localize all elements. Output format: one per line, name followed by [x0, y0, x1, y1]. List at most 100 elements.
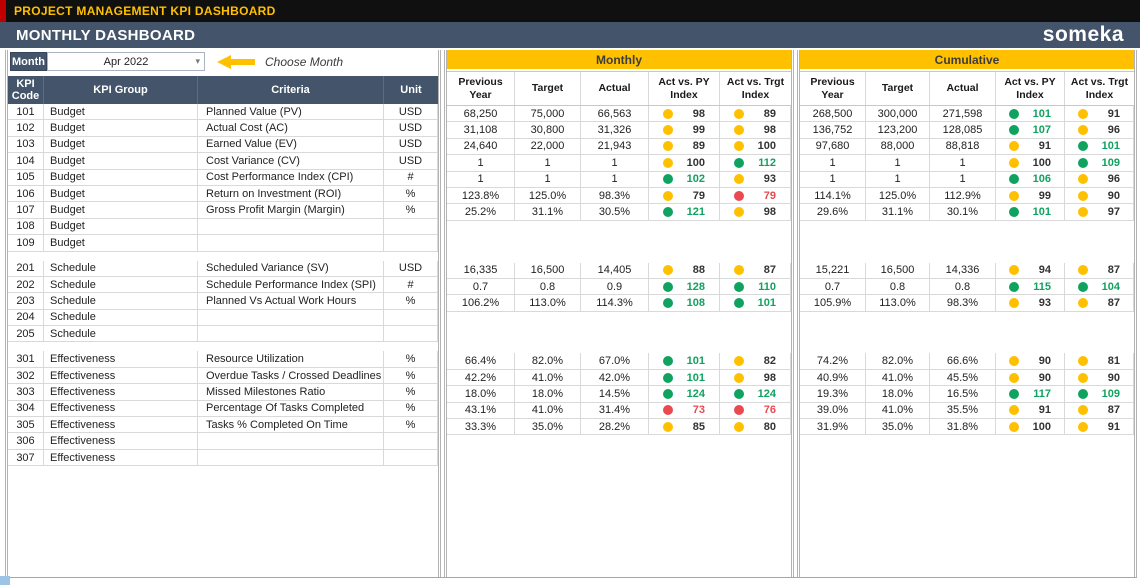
act-vs-trgt-index-cell: 91 [1065, 419, 1134, 436]
previous-year-cell: 19.3% [800, 386, 866, 403]
actual-cell: 30.1% [930, 204, 996, 221]
empty-row [447, 435, 791, 451]
actual-cell: 21,943 [581, 138, 649, 156]
act-vs-py-index-cell: 101 [996, 204, 1065, 221]
header-previous-year: Previous Year [800, 72, 866, 105]
status-dot-green [1009, 125, 1019, 136]
month-dropdown[interactable]: Apr 2022 ▾ [47, 52, 205, 71]
previous-year-cell: 31.9% [800, 419, 866, 436]
table-row: 39.0% 41.0% 35.5% 91 87 [800, 402, 1134, 420]
act-vs-trgt-index-cell: 80 [720, 419, 791, 436]
table-row: 102 Budget Actual Cost (AC) USD [8, 120, 438, 137]
act-vs-trgt-index-cell: 93 [720, 171, 791, 188]
index-value: 79 [763, 189, 776, 202]
criteria-cell: Overdue Tasks / Crossed Deadlines [198, 367, 384, 385]
index-value: 91 [1107, 107, 1120, 120]
status-dot-yellow [1078, 207, 1088, 218]
table-row: 306 Effectiveness [8, 433, 438, 450]
empty-row [800, 237, 1134, 253]
table-row: 1 1 1 102 93 [447, 171, 791, 188]
previous-year-cell: 43.1% [447, 402, 515, 420]
status-dot-yellow [663, 265, 673, 276]
table-row: 123.8% 125.0% 98.3% 79 79 [447, 187, 791, 205]
header-act-vs-trgt-index: Act vs. Trgt Index [1070, 76, 1129, 101]
act-vs-trgt-index-cell: 87 [1065, 402, 1134, 420]
criteria-cell: Return on Investment (ROI) [198, 185, 384, 203]
target-cell: 75,000 [515, 106, 581, 123]
status-dot-yellow [1009, 141, 1019, 152]
kpi-group-cell: Budget [44, 104, 198, 121]
empty-row [447, 221, 791, 237]
status-dot-yellow [734, 372, 744, 383]
index-value: 106 [1032, 173, 1051, 186]
status-dot-yellow [1078, 125, 1088, 136]
criteria-cell: Planned Vs Actual Work Hours [198, 293, 384, 310]
header-previous-year: Previous Year [447, 72, 515, 105]
index-value: 99 [1038, 189, 1051, 202]
status-dot-yellow [1078, 265, 1088, 276]
sheet-bottom-border [5, 577, 1137, 578]
unit-cell [384, 449, 438, 467]
header-act-vs-py-index: Act vs. PY Index [649, 72, 720, 105]
kpi-group-cell: Effectiveness [44, 367, 198, 385]
target-cell: 125.0% [866, 187, 930, 205]
unit-cell: % [384, 384, 438, 401]
actual-cell: 88,818 [930, 138, 996, 156]
act-vs-trgt-index-cell: 82 [720, 353, 791, 370]
act-vs-py-index-cell: 100 [996, 155, 1065, 172]
criteria-cell: Cost Variance (CV) [198, 153, 384, 170]
act-vs-py-index-cell: 100 [996, 419, 1065, 436]
status-dot-green [663, 372, 673, 383]
status-dot-green [1078, 388, 1088, 399]
actual-cell: 112.9% [930, 187, 996, 205]
act-vs-py-index-cell: 106 [996, 171, 1065, 188]
act-vs-py-index-cell: 101 [649, 353, 720, 370]
table-row: 29.6% 31.1% 30.1% 101 97 [800, 204, 1134, 221]
act-vs-trgt-index-cell: 90 [1065, 187, 1134, 205]
table-row: 104 Budget Cost Variance (CV) USD [8, 153, 438, 170]
index-value: 82 [763, 355, 776, 368]
status-dot-green [1078, 141, 1088, 152]
index-value: 128 [686, 280, 705, 293]
header-criteria: Criteria [198, 76, 384, 104]
status-dot-yellow [734, 421, 744, 432]
act-vs-py-index-cell: 88 [649, 262, 720, 279]
spacer-row [8, 342, 438, 351]
target-cell: 300,000 [866, 106, 930, 123]
table-row: 16,335 16,500 14,405 88 87 [447, 262, 791, 279]
act-vs-py-index-cell: 89 [649, 138, 720, 156]
act-vs-py-index-cell: 90 [996, 369, 1065, 387]
unit-cell [384, 235, 438, 252]
index-value: 94 [1038, 264, 1051, 277]
actual-cell: 14,336 [930, 262, 996, 279]
actual-cell: 31.8% [930, 419, 996, 436]
unit-cell: USD [384, 153, 438, 170]
empty-row [447, 452, 791, 468]
table-row: 66.4% 82.0% 67.0% 101 82 [447, 353, 791, 370]
status-dot-green [1009, 207, 1019, 218]
index-value: 97 [1107, 206, 1120, 219]
index-value: 101 [686, 355, 705, 368]
criteria-cell [198, 449, 384, 467]
status-dot-yellow [663, 108, 673, 119]
target-cell: 16,500 [515, 262, 581, 279]
status-dot-yellow [663, 421, 673, 432]
previous-year-cell: 1 [447, 171, 515, 188]
kpi-group-cell: Schedule [44, 293, 198, 310]
index-value: 98 [763, 371, 776, 384]
index-value: 101 [757, 296, 776, 309]
header-actual: Actual [930, 72, 996, 105]
chevron-down-icon[interactable]: ▾ [195, 56, 200, 66]
target-cell: 1 [866, 155, 930, 172]
kpi-code-cell: 101 [8, 104, 44, 121]
previous-year-cell: 106.2% [447, 295, 515, 312]
status-dot-green [663, 388, 673, 399]
index-value: 93 [763, 173, 776, 186]
criteria-cell: Scheduled Variance (SV) [198, 260, 384, 277]
status-dot-yellow [1009, 405, 1019, 416]
previous-year-cell: 18.0% [447, 386, 515, 403]
previous-year-cell: 31,108 [447, 122, 515, 139]
table-row: 203 Schedule Planned Vs Actual Work Hours% [8, 293, 438, 310]
act-vs-trgt-index-cell: 98 [720, 204, 791, 221]
